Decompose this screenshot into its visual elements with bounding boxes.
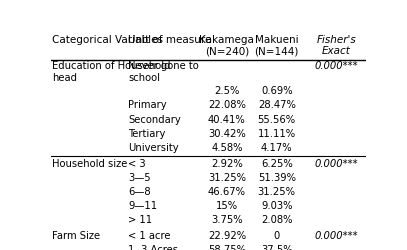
Text: 0.000***: 0.000*** bbox=[315, 158, 358, 168]
Text: Farm Size: Farm Size bbox=[53, 231, 101, 241]
Text: 22.08%: 22.08% bbox=[208, 100, 246, 110]
Text: Never gone to
school: Never gone to school bbox=[128, 62, 199, 83]
Text: 30.42%: 30.42% bbox=[208, 128, 246, 138]
Text: Categorical Variables: Categorical Variables bbox=[53, 35, 164, 45]
Text: 0: 0 bbox=[274, 231, 280, 241]
Text: 3.75%: 3.75% bbox=[211, 215, 243, 225]
Text: 15%: 15% bbox=[216, 201, 238, 211]
Text: 9—11: 9—11 bbox=[128, 201, 157, 211]
Text: 4.17%: 4.17% bbox=[261, 142, 293, 152]
Text: 0.000***: 0.000*** bbox=[315, 231, 358, 241]
Text: 0.69%: 0.69% bbox=[261, 86, 293, 97]
Text: 31.25%: 31.25% bbox=[208, 173, 246, 183]
Text: 46.67%: 46.67% bbox=[208, 187, 246, 197]
Text: 58.75%: 58.75% bbox=[208, 245, 246, 250]
Text: Fisher's
Exact: Fisher's Exact bbox=[317, 35, 356, 56]
Text: Unit of measure: Unit of measure bbox=[128, 35, 212, 45]
Text: 40.41%: 40.41% bbox=[208, 114, 246, 124]
Text: 3—5: 3—5 bbox=[128, 173, 151, 183]
Text: Makueni
(N=144): Makueni (N=144) bbox=[254, 35, 299, 56]
Text: 9.03%: 9.03% bbox=[261, 201, 293, 211]
Text: 6—8: 6—8 bbox=[128, 187, 151, 197]
Text: Kakamega
(N=240): Kakamega (N=240) bbox=[199, 35, 254, 56]
Text: 2.92%: 2.92% bbox=[211, 158, 243, 168]
Text: 55.56%: 55.56% bbox=[258, 114, 296, 124]
Text: Secondary: Secondary bbox=[128, 114, 181, 124]
Text: 6.25%: 6.25% bbox=[261, 158, 293, 168]
Text: Education of Household
head: Education of Household head bbox=[53, 62, 171, 83]
Text: Household size: Household size bbox=[53, 158, 128, 168]
Text: 22.92%: 22.92% bbox=[208, 231, 246, 241]
Text: 37.5%: 37.5% bbox=[261, 245, 293, 250]
Text: 11.11%: 11.11% bbox=[258, 128, 296, 138]
Text: < 1 acre: < 1 acre bbox=[128, 231, 171, 241]
Text: 1- 3 Acres: 1- 3 Acres bbox=[128, 245, 178, 250]
Text: 2.5%: 2.5% bbox=[214, 86, 240, 97]
Text: 4.58%: 4.58% bbox=[211, 142, 243, 152]
Text: Primary: Primary bbox=[128, 100, 167, 110]
Text: 31.25%: 31.25% bbox=[258, 187, 296, 197]
Text: 51.39%: 51.39% bbox=[258, 173, 296, 183]
Text: 28.47%: 28.47% bbox=[258, 100, 295, 110]
Text: Tertiary: Tertiary bbox=[128, 128, 166, 138]
Text: > 11: > 11 bbox=[128, 215, 152, 225]
Text: < 3: < 3 bbox=[128, 158, 146, 168]
Text: University: University bbox=[128, 142, 179, 152]
Text: 0.000***: 0.000*** bbox=[315, 62, 358, 72]
Text: 2.08%: 2.08% bbox=[261, 215, 293, 225]
